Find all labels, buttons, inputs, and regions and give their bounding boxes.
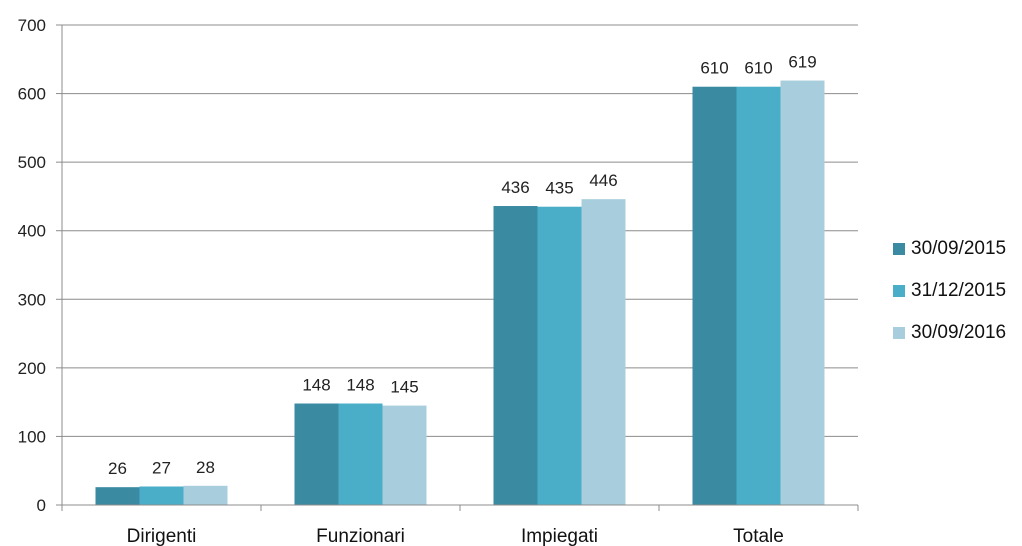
legend-item-series-1: 30/09/2015	[893, 228, 1006, 270]
x-category-label: Totale	[733, 526, 784, 546]
bar	[294, 403, 339, 505]
y-tick-label: 500	[18, 153, 46, 172]
bar	[338, 403, 383, 505]
x-category-label: Funzionari	[316, 526, 405, 546]
x-category-label: Dirigenti	[127, 526, 197, 546]
legend-swatch	[893, 243, 905, 255]
data-label: 148	[346, 376, 374, 395]
data-label: 28	[196, 458, 215, 477]
bar	[537, 206, 582, 505]
data-label: 435	[545, 179, 573, 198]
bar	[183, 485, 228, 505]
legend-swatch	[893, 285, 905, 297]
data-label: 610	[744, 59, 772, 78]
y-tick-label: 0	[37, 496, 46, 515]
legend-label: 30/09/2015	[911, 238, 1007, 259]
bar	[139, 486, 184, 505]
y-tick-label: 600	[18, 85, 46, 104]
y-tick-label: 100	[18, 427, 46, 446]
bar	[382, 405, 427, 505]
y-tick-label: 200	[18, 359, 46, 378]
bar	[692, 86, 737, 505]
bar	[780, 80, 825, 506]
data-label: 27	[152, 458, 171, 477]
legend-item-series-3: 30/09/2016	[893, 312, 1006, 354]
legend-item-series-2: 31/12/2015	[893, 270, 1006, 312]
y-tick-label: 300	[18, 290, 46, 309]
data-label: 26	[108, 459, 127, 478]
data-label: 619	[788, 53, 816, 72]
y-tick-label: 700	[18, 16, 46, 35]
legend-label: 31/12/2015	[911, 280, 1007, 301]
data-label: 436	[501, 178, 529, 197]
bar	[493, 206, 538, 505]
legend: 30/09/2015 31/12/2015 30/09/2016	[893, 228, 1006, 354]
x-category-label: Impiegati	[521, 526, 598, 546]
data-label: 145	[390, 378, 418, 397]
legend-swatch	[893, 327, 905, 339]
data-label: 148	[302, 376, 330, 395]
bar	[581, 199, 626, 505]
bar	[95, 487, 140, 505]
bar	[736, 86, 781, 505]
y-tick-label: 400	[18, 222, 46, 241]
data-label: 610	[700, 59, 728, 78]
data-label: 446	[589, 171, 617, 190]
legend-label: 30/09/2016	[911, 322, 1007, 343]
